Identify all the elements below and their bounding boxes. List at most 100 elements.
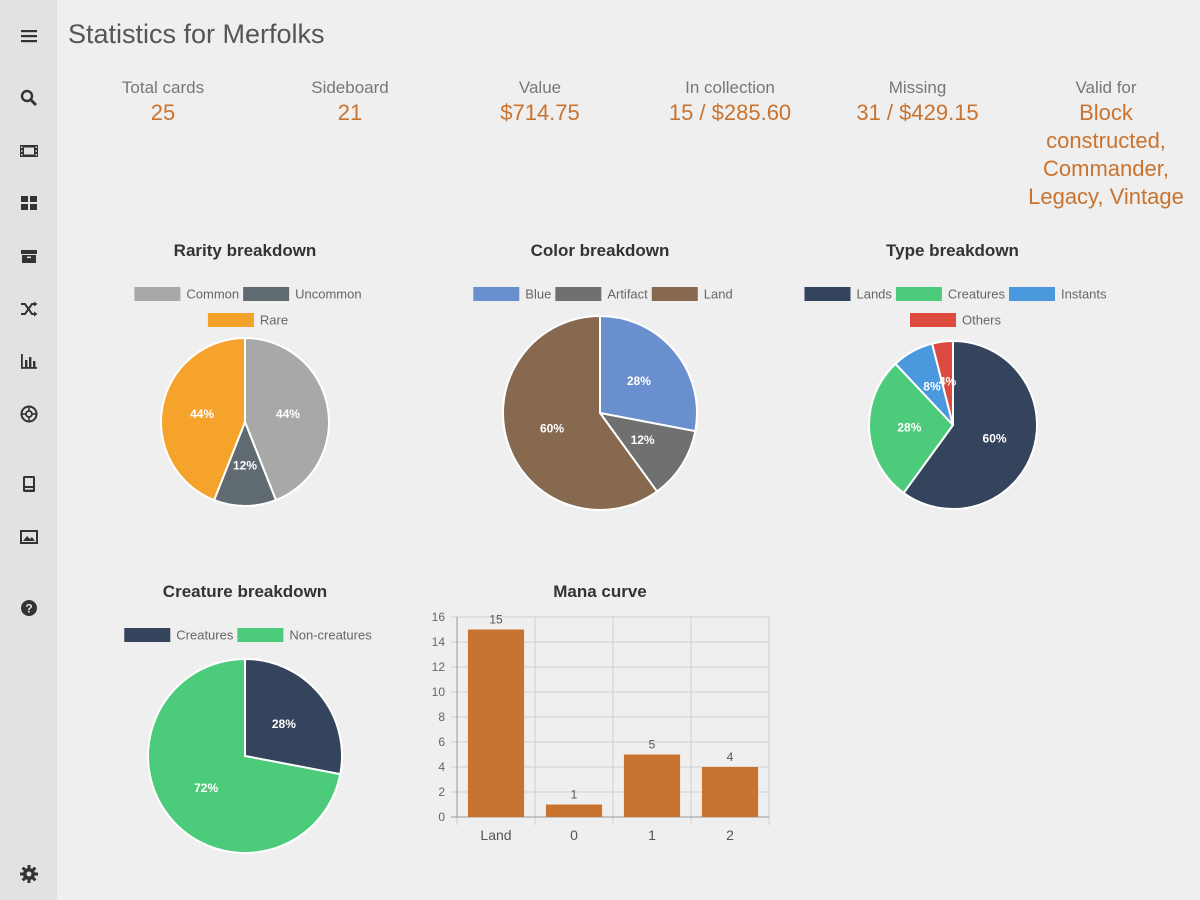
gear-icon[interactable] bbox=[17, 862, 41, 886]
pie-slice-blue[interactable] bbox=[599, 314, 698, 433]
pie-slice-others[interactable] bbox=[930, 339, 954, 426]
bar-land[interactable] bbox=[467, 629, 525, 818]
image-icon[interactable] bbox=[17, 525, 41, 549]
film-icon[interactable] bbox=[17, 139, 41, 163]
stat-label: Total cards bbox=[121, 78, 205, 97]
legend-label-non-creatures[interactable]: Non-creatures bbox=[289, 628, 372, 643]
pie-slice-non-creatures[interactable] bbox=[147, 657, 342, 854]
pie-label-creatures: 28% bbox=[897, 421, 921, 435]
pie-slice-uncommon[interactable] bbox=[212, 419, 278, 507]
pie-label-blue: 28% bbox=[627, 374, 651, 388]
legend-swatch-artifact[interactable] bbox=[555, 287, 602, 301]
pie-label-land: 60% bbox=[540, 422, 564, 436]
legend-label-artifact[interactable]: Artifact bbox=[607, 287, 648, 302]
legend-swatch-creatures[interactable] bbox=[124, 628, 171, 642]
stat-sideboard: Sideboard 21 bbox=[280, 77, 420, 127]
legend-label-uncommon[interactable]: Uncommon bbox=[295, 287, 361, 302]
svg-text:?: ? bbox=[25, 602, 32, 616]
pie-label-rare: 44% bbox=[190, 407, 214, 421]
pie-slice-common[interactable] bbox=[244, 336, 330, 502]
rarity-pie: Common Uncommon Rare 44% 12% 44% bbox=[134, 287, 362, 507]
bar-value-label: 4 bbox=[727, 750, 734, 764]
stat-value-total: Value $714.75 bbox=[460, 77, 620, 127]
stat-label: Valid for bbox=[1075, 78, 1137, 97]
stat-value: Block constructed, Commander, Legacy, Vi… bbox=[1028, 100, 1184, 209]
y-tick-label: 4 bbox=[438, 760, 445, 774]
creature-breakdown-chart: Creature breakdown Creatures Non-creature… bbox=[95, 582, 395, 872]
legend-label-others[interactable]: Others bbox=[962, 313, 1002, 328]
pie-label-lands: 60% bbox=[983, 431, 1007, 445]
grid-icon[interactable] bbox=[17, 191, 41, 215]
pie-slice-rare[interactable] bbox=[160, 336, 246, 502]
bar-value-label: 5 bbox=[649, 738, 656, 752]
color-pie: Blue Artifact Land 28% 12% 60% bbox=[473, 287, 733, 511]
box-icon[interactable] bbox=[17, 244, 41, 268]
bar-value-label: 1 bbox=[571, 788, 578, 802]
legend-label-creatures[interactable]: Creatures bbox=[176, 628, 234, 643]
color-breakdown-chart: Color breakdown Blue Artifact Land 28% 12% 60… bbox=[445, 241, 755, 531]
x-tick-label: Land bbox=[480, 827, 511, 843]
legend-swatch-lands[interactable] bbox=[804, 287, 851, 301]
pie-slice-creatures[interactable] bbox=[868, 362, 955, 495]
stat-label: In collection bbox=[685, 78, 775, 97]
chart-title: Color breakdown bbox=[530, 241, 670, 260]
bar-2[interactable] bbox=[701, 767, 759, 817]
creature-pie: Creatures Non-creatures 28% 72% bbox=[124, 628, 372, 854]
x-tick-label: 1 bbox=[648, 827, 656, 843]
legend-swatch-others[interactable] bbox=[909, 313, 956, 327]
pie-label-others: 4% bbox=[939, 375, 957, 389]
pie-label-uncommon: 12% bbox=[233, 459, 257, 473]
stat-value: 21 bbox=[337, 100, 363, 125]
page-title: Statistics for Merfolks bbox=[68, 19, 325, 49]
legend-swatch-blue[interactable] bbox=[473, 287, 520, 301]
pie-label-artifact: 12% bbox=[631, 433, 655, 447]
legend-label-rare[interactable]: Rare bbox=[260, 313, 288, 328]
x-tick-label: 2 bbox=[726, 827, 734, 843]
legend-swatch-instants[interactable] bbox=[1008, 287, 1055, 301]
stat-label: Sideboard bbox=[311, 78, 389, 97]
y-tick-label: 8 bbox=[438, 710, 445, 724]
legend-label-creatures[interactable]: Creatures bbox=[948, 287, 1006, 302]
legend-swatch-uncommon[interactable] bbox=[243, 287, 290, 301]
legend-swatch-rare[interactable] bbox=[207, 313, 254, 327]
legend-label-instants[interactable]: Instants bbox=[1061, 287, 1107, 302]
y-tick-label: 2 bbox=[438, 785, 445, 799]
pie-label-common: 44% bbox=[276, 407, 300, 421]
pie-slice-artifact[interactable] bbox=[597, 411, 697, 493]
pie-label-instants: 8% bbox=[923, 380, 941, 394]
legend-label-land[interactable]: Land bbox=[704, 287, 733, 302]
legend-swatch-non-creatures[interactable] bbox=[237, 628, 284, 642]
legend-swatch-common[interactable] bbox=[134, 287, 181, 301]
pie-slice-creatures[interactable] bbox=[244, 657, 343, 776]
legend-label-common[interactable]: Common bbox=[186, 287, 239, 302]
pie-slice-lands[interactable] bbox=[902, 339, 1038, 510]
chart-title: Type breakdown bbox=[886, 241, 1019, 260]
y-tick-label: 10 bbox=[432, 685, 446, 699]
aperture-icon[interactable] bbox=[17, 402, 41, 426]
stat-value: 25 bbox=[150, 100, 176, 125]
stat-label: Missing bbox=[888, 78, 947, 97]
legend-swatch-creatures[interactable] bbox=[895, 287, 942, 301]
search-icon[interactable] bbox=[17, 86, 41, 110]
bar-chart-icon[interactable] bbox=[17, 349, 41, 373]
stat-label: Value bbox=[518, 78, 562, 97]
chart-title: Mana curve bbox=[553, 582, 647, 601]
legend-label-lands[interactable]: Lands bbox=[856, 287, 892, 302]
y-tick-label: 12 bbox=[432, 660, 446, 674]
pie-label-creatures: 28% bbox=[272, 717, 296, 731]
bar-1[interactable] bbox=[623, 754, 681, 818]
help-icon[interactable]: ? bbox=[17, 596, 41, 620]
legend-swatch-land[interactable] bbox=[651, 287, 698, 301]
chart-title: Rarity breakdown bbox=[173, 241, 317, 260]
book-icon[interactable] bbox=[17, 472, 41, 496]
menu-icon[interactable] bbox=[17, 24, 41, 48]
sidebar: ? bbox=[0, 0, 57, 900]
shuffle-icon[interactable] bbox=[17, 297, 41, 321]
pie-slice-land[interactable] bbox=[502, 314, 659, 511]
legend-label-blue[interactable]: Blue bbox=[525, 287, 551, 302]
bar-0[interactable] bbox=[545, 804, 603, 818]
stat-in-collection: In collection 15 / $285.60 bbox=[640, 77, 820, 127]
stat-valid-for: Valid for Block constructed, Commander, … bbox=[1020, 77, 1192, 211]
stat-value: 31 / $429.15 bbox=[856, 100, 979, 125]
